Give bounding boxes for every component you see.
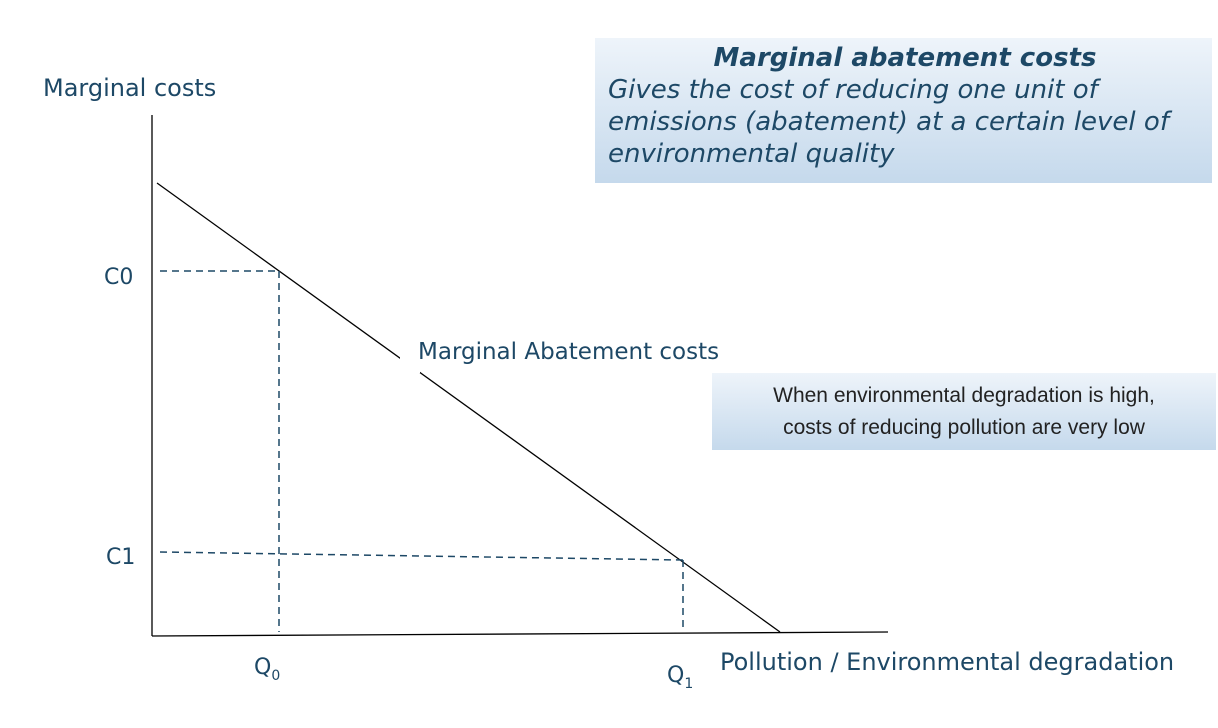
note-line: When environmental degradation is high, <box>773 384 1155 407</box>
definition-title: Marginal abatement costs <box>713 43 1097 73</box>
q1-subscript: 1 <box>684 676 693 692</box>
q0-letter: Q <box>254 655 271 680</box>
definition-body: Gives the cost of reducing one unit of em… <box>608 74 1202 170</box>
note-line: costs of reducing pollution are very low <box>783 416 1145 439</box>
definition-box: Marginal abatement costs Gives the cost … <box>595 38 1212 183</box>
c1-label: C1 <box>106 545 135 570</box>
q1-letter: Q <box>667 663 684 688</box>
abatement-curve <box>156 182 781 633</box>
note-box: When environmental degradation is high, c… <box>712 373 1216 450</box>
x-axis <box>151 631 889 637</box>
definition-line: environmental quality <box>608 139 895 169</box>
c1-guide <box>159 551 684 561</box>
curve-label: Marginal Abatement costs <box>418 339 719 365</box>
definition-line: emissions (abatement) at a certain level… <box>608 107 1169 137</box>
y-axis-label: Marginal costs <box>43 74 216 102</box>
x-axis-label: Pollution / Environmental degradation <box>720 648 1174 676</box>
definition-line: Gives the cost of reducing one unit of <box>608 75 1098 105</box>
curve-gap <box>400 355 420 373</box>
q0-label: Q0 <box>254 655 280 684</box>
q0-subscript: 0 <box>271 668 280 684</box>
q1-label: Q1 <box>667 663 693 692</box>
c0-label: C0 <box>104 265 133 290</box>
